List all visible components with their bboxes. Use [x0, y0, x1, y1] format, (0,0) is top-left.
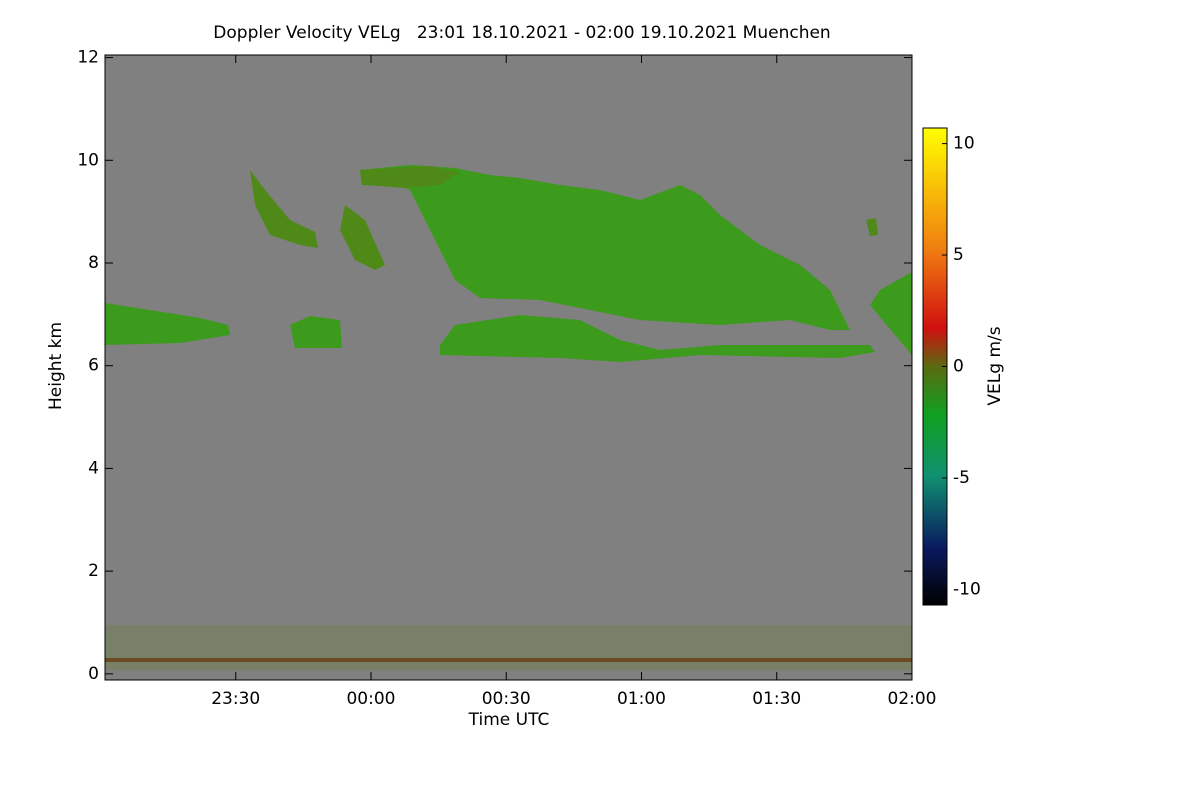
colorbar-tick-label: 5: [953, 245, 964, 265]
cloud: [440, 315, 875, 362]
cloud: [340, 205, 385, 270]
y-tick-label: 0: [88, 664, 99, 684]
cloud: [866, 218, 878, 236]
y-tick-label: 12: [77, 48, 99, 68]
x-tick-label: 02:00: [888, 689, 937, 709]
ground-clutter: [105, 625, 912, 670]
colorbar-tick-label: 0: [953, 357, 964, 377]
y-tick-label: 4: [88, 458, 99, 478]
colorbar-tick-label: -10: [953, 579, 981, 599]
cloud: [105, 303, 230, 345]
cloud: [360, 166, 460, 188]
y-tick-label: 10: [77, 150, 99, 170]
plot-area: [105, 55, 912, 680]
echo-field: [105, 165, 912, 670]
cloud: [250, 170, 318, 248]
y-axis-label: Height km: [46, 322, 66, 410]
cloud: [360, 165, 850, 330]
colorbar-tick-label: -5: [953, 468, 970, 488]
ground-clutter: [105, 658, 912, 662]
y-tick-label: 2: [88, 561, 99, 581]
y-tick-label: 6: [88, 356, 99, 376]
y-tick-label: 8: [88, 253, 99, 273]
x-axis-label: Time UTC: [468, 710, 550, 730]
colorbar-label: VELg m/s: [985, 326, 1005, 405]
x-tick-label: 00:30: [482, 689, 531, 709]
x-tick-label: 23:30: [211, 689, 260, 709]
chart-title: Doppler Velocity VELg 23:01 18.10.2021 -…: [213, 23, 830, 43]
cloud: [290, 316, 342, 348]
plot-frame: [104, 54, 913, 681]
x-tick-label: 01:00: [617, 689, 666, 709]
x-tick-label: 00:00: [346, 689, 395, 709]
colorbar-tick-label: 10: [953, 134, 975, 154]
x-tick-label: 01:30: [752, 689, 801, 709]
cloud: [870, 272, 912, 355]
